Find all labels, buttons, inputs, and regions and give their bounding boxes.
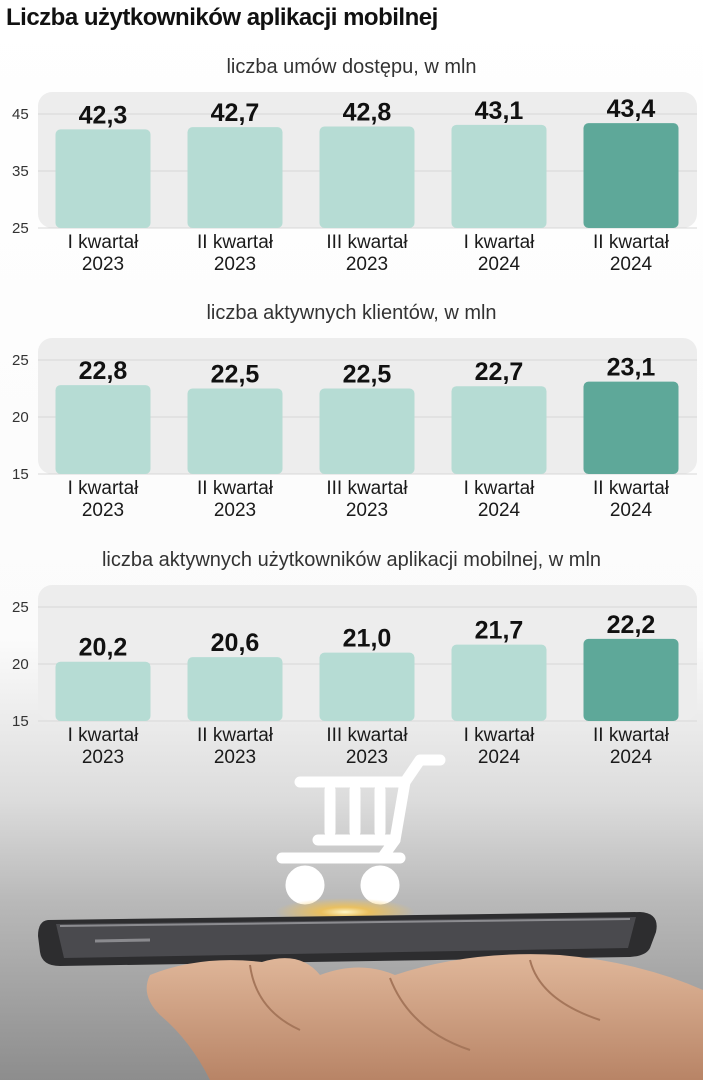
category-label: III kwartał — [326, 478, 408, 499]
category-year-label: 2023 — [82, 747, 124, 768]
category-label: I kwartał — [68, 478, 140, 499]
y-tick-label: 15 — [12, 466, 29, 483]
y-tick-label: 25 — [12, 599, 29, 616]
category-label: I kwartał — [68, 725, 140, 746]
data-label: 43,4 — [607, 95, 656, 123]
category-label: II kwartał — [593, 725, 670, 746]
category-year-label: 2023 — [346, 500, 388, 521]
category-label: III kwartał — [326, 725, 408, 746]
data-label: 20,2 — [79, 634, 128, 662]
bar — [583, 638, 679, 721]
data-label: 22,7 — [475, 358, 524, 386]
bar — [187, 657, 283, 721]
chart-mobile-app-users: liczba aktywnych użytkowników aplikacji … — [0, 543, 703, 773]
data-label: 21,7 — [475, 617, 524, 645]
y-tick-label: 20 — [12, 409, 29, 426]
bar — [187, 388, 283, 474]
bar — [583, 381, 679, 474]
chart-title: liczba aktywnych klientów, w mln — [206, 302, 497, 324]
chart-active-clients: liczba aktywnych klientów, w mln 15 20 25 2… — [0, 296, 703, 526]
category-year-label: 2023 — [214, 500, 256, 521]
bar — [451, 644, 547, 721]
hand-icon — [146, 954, 703, 1080]
data-label: 20,6 — [211, 629, 260, 657]
data-label: 22,5 — [211, 361, 260, 389]
bar — [55, 661, 151, 721]
data-label: 22,5 — [343, 361, 392, 389]
category-year-label: 2023 — [346, 747, 388, 768]
category-year-label: 2024 — [610, 254, 653, 275]
category-label: II kwartał — [197, 725, 274, 746]
category-year-label: 2024 — [610, 500, 653, 521]
smartphone-icon — [38, 898, 657, 966]
y-tick-label: 25 — [12, 352, 29, 369]
category-year-label: 2023 — [214, 747, 256, 768]
y-tick-label: 45 — [12, 106, 29, 123]
category-year-label: 2023 — [214, 254, 256, 275]
data-label: 42,3 — [79, 101, 128, 129]
y-tick-label: 20 — [12, 656, 29, 673]
category-label: I kwartał — [464, 725, 536, 746]
category-year-label: 2024 — [478, 500, 521, 521]
data-label: 23,1 — [607, 354, 656, 382]
category-year-label: 2023 — [82, 254, 124, 275]
bar — [319, 652, 415, 721]
y-tick-label: 35 — [12, 163, 29, 180]
category-year-label: 2024 — [478, 254, 521, 275]
category-label: II kwartał — [593, 232, 670, 253]
category-label: I kwartał — [464, 232, 536, 253]
y-tick-label: 25 — [12, 220, 29, 237]
bar — [319, 126, 415, 228]
y-tick-label: 15 — [12, 713, 29, 730]
category-year-label: 2023 — [346, 254, 388, 275]
data-label: 21,0 — [343, 625, 392, 653]
category-label: II kwartał — [197, 478, 274, 499]
shopping-cart-icon — [276, 754, 446, 905]
bar — [583, 123, 679, 228]
bar — [55, 385, 151, 474]
data-label: 22,2 — [607, 611, 656, 639]
category-year-label: 2023 — [82, 500, 124, 521]
data-label: 42,8 — [343, 99, 392, 127]
category-label: I kwartał — [68, 232, 140, 253]
page-title: Liczba użytkowników aplikacji mobilnej — [6, 4, 438, 31]
category-label: II kwartał — [197, 232, 274, 253]
data-label: 43,1 — [475, 97, 524, 125]
bar — [187, 127, 283, 228]
category-year-label: 2024 — [478, 747, 521, 768]
data-label: 22,8 — [79, 357, 128, 385]
bar — [319, 388, 415, 474]
bar — [451, 124, 547, 228]
bar — [55, 129, 151, 228]
chart-title: liczba aktywnych użytkowników aplikacji … — [101, 549, 602, 571]
chart-title: liczba umów dostępu, w mln — [226, 56, 477, 78]
category-label: I kwartał — [464, 478, 536, 499]
category-label: III kwartał — [326, 232, 408, 253]
category-year-label: 2024 — [610, 747, 653, 768]
category-label: II kwartał — [593, 478, 670, 499]
chart-access-agreements: liczba umów dostępu, w mln 25 35 45 42,3 I k… — [0, 50, 703, 280]
data-label: 42,7 — [211, 99, 260, 127]
bar — [451, 386, 547, 474]
